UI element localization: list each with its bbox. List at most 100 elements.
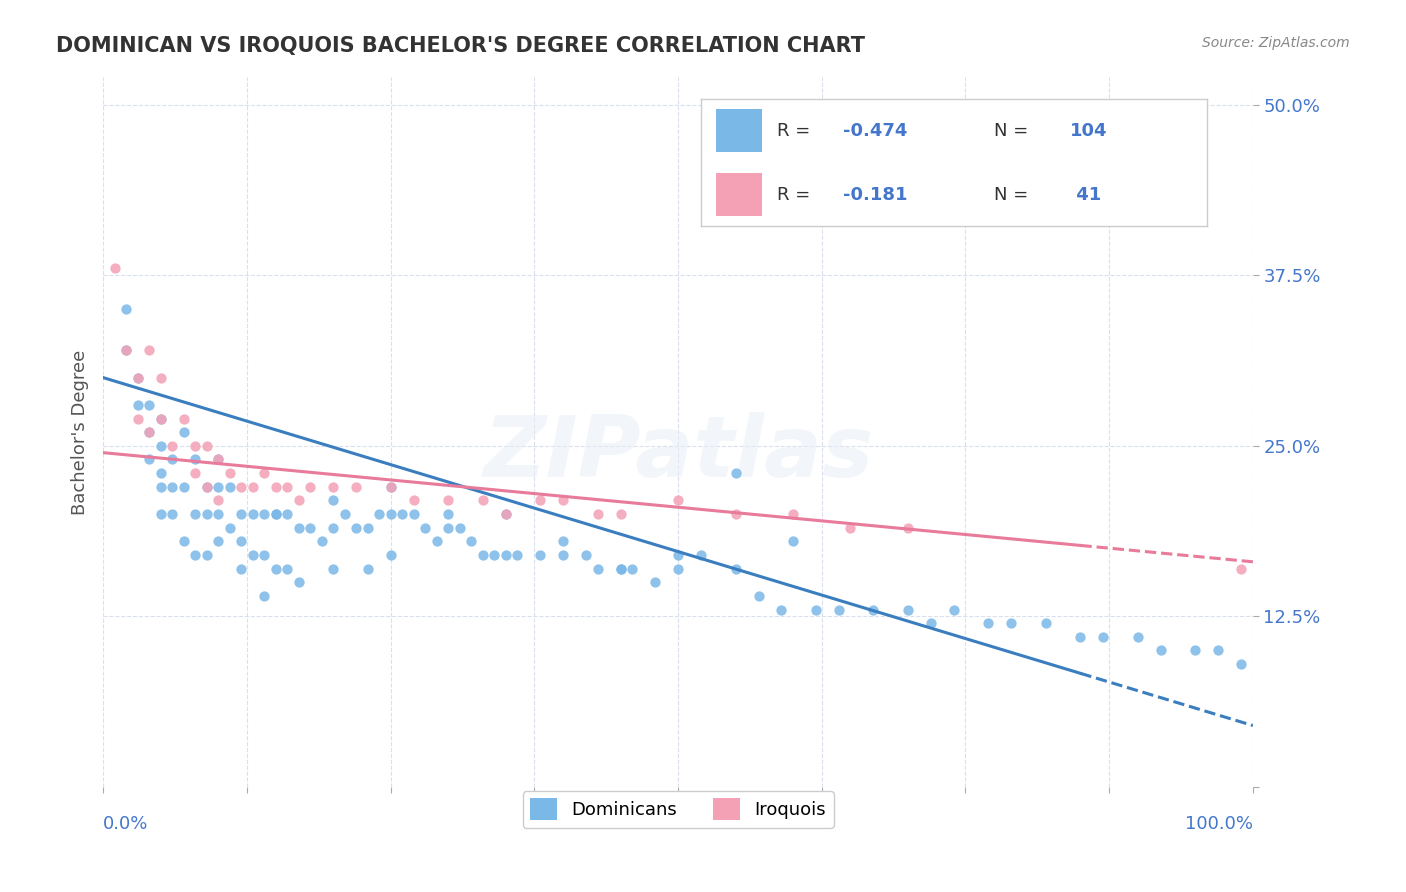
Point xyxy=(782,507,804,521)
Point xyxy=(287,521,309,535)
Point xyxy=(149,411,172,425)
Point xyxy=(1184,643,1206,657)
Point xyxy=(551,548,574,562)
Point xyxy=(344,521,367,535)
Point xyxy=(471,493,494,508)
Point xyxy=(264,507,287,521)
Point xyxy=(207,534,229,549)
Point xyxy=(138,452,160,467)
Point xyxy=(449,521,471,535)
Point xyxy=(127,411,149,425)
Point xyxy=(160,439,183,453)
Point xyxy=(229,561,252,575)
Point xyxy=(229,534,252,549)
Point xyxy=(242,548,264,562)
Point xyxy=(529,548,551,562)
Point xyxy=(942,602,965,616)
Point xyxy=(1000,616,1022,631)
Point xyxy=(897,602,920,616)
Point xyxy=(506,548,529,562)
Point xyxy=(690,548,713,562)
Point xyxy=(977,616,1000,631)
Point xyxy=(149,480,172,494)
Point xyxy=(195,480,218,494)
Point xyxy=(253,466,276,480)
Point xyxy=(184,439,207,453)
Point xyxy=(242,507,264,521)
Point xyxy=(609,561,631,575)
Point xyxy=(344,480,367,494)
Point xyxy=(218,480,240,494)
Point xyxy=(195,548,218,562)
Point xyxy=(195,480,218,494)
Point xyxy=(253,589,276,603)
Point xyxy=(127,398,149,412)
Point xyxy=(184,507,207,521)
Point xyxy=(218,466,240,480)
Point xyxy=(609,561,631,575)
Point xyxy=(207,493,229,508)
Point xyxy=(460,534,482,549)
Point xyxy=(207,480,229,494)
Point xyxy=(149,411,172,425)
Point xyxy=(195,439,218,453)
Point xyxy=(402,493,425,508)
Point xyxy=(380,480,402,494)
Point xyxy=(322,561,344,575)
Point xyxy=(149,439,172,453)
Point xyxy=(426,534,449,549)
Point xyxy=(828,602,851,616)
Point xyxy=(380,548,402,562)
Point xyxy=(207,452,229,467)
Point xyxy=(782,534,804,549)
Point xyxy=(184,452,207,467)
Point xyxy=(253,507,276,521)
Legend: Dominicans, Iroquois: Dominicans, Iroquois xyxy=(523,791,834,828)
Point xyxy=(575,548,598,562)
Point xyxy=(264,507,287,521)
Point xyxy=(127,370,149,384)
Point xyxy=(1126,630,1149,644)
Point xyxy=(437,493,460,508)
Point xyxy=(160,452,183,467)
Point xyxy=(218,521,240,535)
Point xyxy=(149,466,172,480)
Point xyxy=(862,602,884,616)
Point xyxy=(437,507,460,521)
Point xyxy=(621,561,644,575)
Point xyxy=(173,534,195,549)
Point xyxy=(495,507,517,521)
Point xyxy=(138,343,160,358)
Point xyxy=(242,480,264,494)
Point xyxy=(287,493,309,508)
Point xyxy=(356,521,378,535)
Point xyxy=(551,534,574,549)
Text: Source: ZipAtlas.com: Source: ZipAtlas.com xyxy=(1202,36,1350,50)
Point xyxy=(666,493,689,508)
Point xyxy=(368,507,391,521)
Point xyxy=(482,548,505,562)
Point xyxy=(173,425,195,440)
Y-axis label: Bachelor's Degree: Bachelor's Degree xyxy=(72,350,89,515)
Point xyxy=(253,548,276,562)
Point xyxy=(920,616,942,631)
Point xyxy=(138,398,160,412)
Point xyxy=(104,261,127,276)
Point xyxy=(149,507,172,521)
Point xyxy=(322,493,344,508)
Point xyxy=(495,548,517,562)
Point xyxy=(229,480,252,494)
Point xyxy=(276,561,298,575)
Point xyxy=(276,480,298,494)
Text: ZIPatlas: ZIPatlas xyxy=(482,412,873,495)
Point xyxy=(115,343,138,358)
Point xyxy=(184,466,207,480)
Point xyxy=(160,507,183,521)
Point xyxy=(724,507,747,521)
Point xyxy=(402,507,425,521)
Point xyxy=(1069,630,1091,644)
Text: DOMINICAN VS IROQUOIS BACHELOR'S DEGREE CORRELATION CHART: DOMINICAN VS IROQUOIS BACHELOR'S DEGREE … xyxy=(56,36,865,55)
Point xyxy=(207,452,229,467)
Point xyxy=(839,521,862,535)
Point xyxy=(311,534,333,549)
